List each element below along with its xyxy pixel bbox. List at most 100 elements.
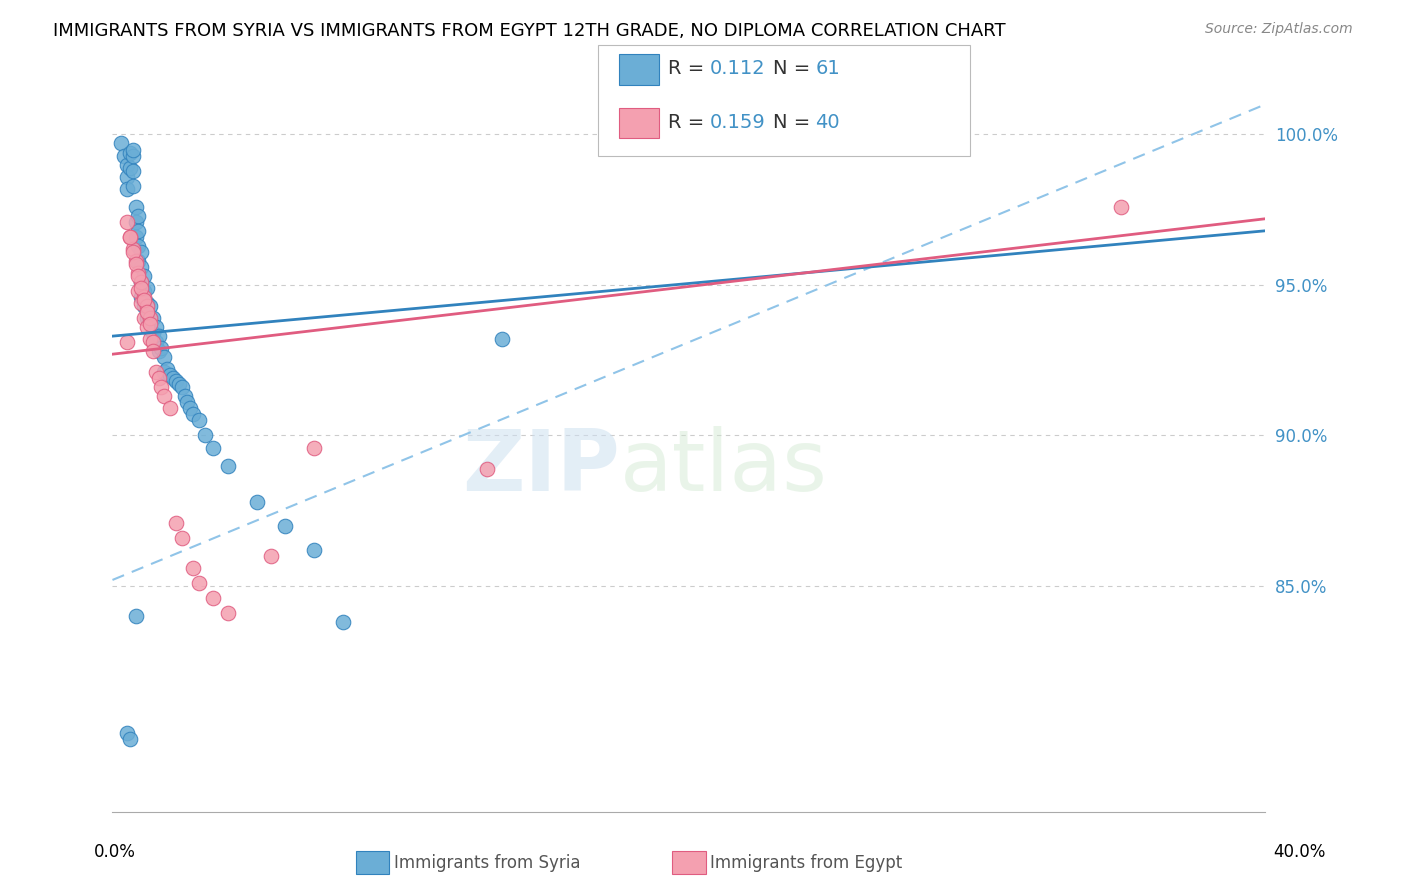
Point <box>176 395 198 409</box>
Point <box>142 335 165 350</box>
Point <box>304 441 326 455</box>
Point <box>304 542 326 557</box>
Point <box>134 293 156 307</box>
Text: R =: R = <box>668 112 710 132</box>
Text: Source: ZipAtlas.com: Source: ZipAtlas.com <box>1205 22 1353 37</box>
Point <box>115 181 138 195</box>
Point <box>181 561 204 575</box>
Point <box>139 311 162 326</box>
Point <box>110 136 132 151</box>
Point <box>124 215 146 229</box>
Point <box>118 732 141 747</box>
Text: Immigrants from Syria: Immigrants from Syria <box>394 854 581 871</box>
Point <box>136 320 159 334</box>
Point <box>136 296 159 310</box>
Point <box>142 326 165 340</box>
Point <box>115 335 138 350</box>
Point <box>202 441 225 455</box>
Point <box>115 157 138 171</box>
Point <box>121 178 143 193</box>
Point <box>148 344 170 359</box>
Point <box>118 145 141 160</box>
Point <box>217 606 239 620</box>
Point <box>167 377 190 392</box>
Point <box>217 458 239 473</box>
Point <box>246 494 269 508</box>
Point <box>173 389 195 403</box>
Point <box>148 371 170 385</box>
Point <box>136 281 159 295</box>
Point <box>127 224 149 238</box>
Point <box>260 549 283 563</box>
Point <box>139 332 162 346</box>
Point <box>127 239 149 253</box>
Text: N =: N = <box>773 59 817 78</box>
Point <box>139 314 162 328</box>
Point <box>115 726 138 740</box>
Point <box>170 531 193 545</box>
Text: Immigrants from Egypt: Immigrants from Egypt <box>710 854 903 871</box>
Point <box>129 281 153 295</box>
Text: atlas: atlas <box>620 426 828 509</box>
Point <box>121 163 143 178</box>
Point <box>188 413 211 427</box>
Point <box>194 428 217 442</box>
Point <box>274 518 297 533</box>
Point <box>136 299 159 313</box>
Point <box>150 341 173 355</box>
Point <box>129 260 153 274</box>
Point <box>145 335 167 350</box>
Point <box>153 365 176 379</box>
Point <box>188 576 211 591</box>
Point <box>179 401 201 416</box>
Point <box>1111 200 1133 214</box>
Text: N =: N = <box>773 112 817 132</box>
Point <box>127 253 149 268</box>
Point <box>153 350 176 364</box>
Point <box>121 148 143 162</box>
Point <box>129 244 153 259</box>
Text: 40: 40 <box>815 112 841 132</box>
Point <box>129 275 153 289</box>
Point <box>159 368 181 383</box>
Point <box>153 389 176 403</box>
Point <box>475 461 499 475</box>
Point <box>124 253 146 268</box>
Point <box>332 615 354 629</box>
Point <box>148 329 170 343</box>
Point <box>170 380 193 394</box>
Point <box>118 161 141 175</box>
Point <box>134 290 156 304</box>
Point <box>124 200 146 214</box>
Point <box>142 311 165 326</box>
Point <box>129 290 153 304</box>
Point <box>134 268 156 283</box>
Point <box>127 268 149 283</box>
Point <box>121 244 143 259</box>
Point <box>145 320 167 334</box>
Text: 0.0%: 0.0% <box>94 843 136 861</box>
Point <box>127 209 149 223</box>
Point <box>118 229 141 244</box>
Point <box>129 275 153 289</box>
Point <box>162 371 184 385</box>
Point <box>134 284 156 298</box>
Point <box>181 408 204 422</box>
Point <box>121 242 143 256</box>
Point <box>150 380 173 394</box>
Text: 0.159: 0.159 <box>710 112 766 132</box>
Point <box>165 374 187 388</box>
Point <box>124 229 146 244</box>
Point <box>121 143 143 157</box>
Text: ZIP: ZIP <box>463 426 620 509</box>
Text: 0.112: 0.112 <box>710 59 766 78</box>
Point <box>139 299 162 313</box>
Point <box>115 215 138 229</box>
Text: R =: R = <box>668 59 710 78</box>
Point <box>124 257 146 271</box>
Point <box>118 229 141 244</box>
Point <box>115 169 138 184</box>
Point <box>136 311 159 326</box>
Point <box>159 401 181 416</box>
Point <box>129 296 153 310</box>
